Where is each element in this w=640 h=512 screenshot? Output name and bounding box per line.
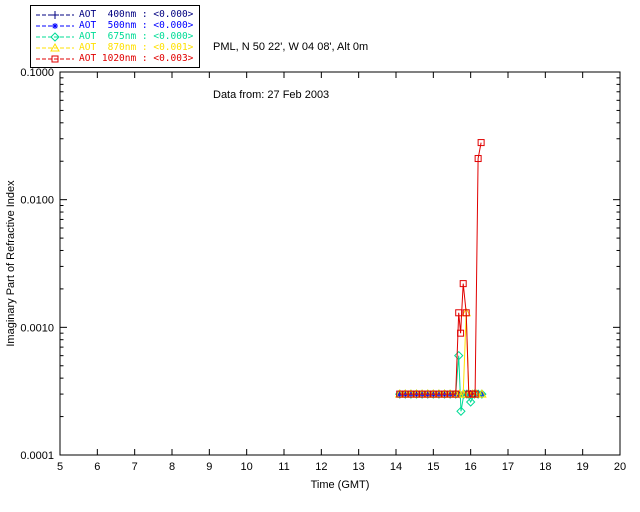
x-axis-label: Time (GMT) [311,479,370,491]
x-tick-label: 5 [57,461,63,473]
x-tick-label: 13 [353,461,365,473]
y-tick-label: 0.1000 [20,67,54,79]
y-tick-label: 0.0100 [20,195,54,207]
x-tick-label: 6 [94,461,100,473]
y-axis-label: Imaginary Part of Refractive Index [5,180,17,347]
x-tick-label: 18 [539,461,551,473]
series-aot-675nm [395,350,487,416]
series-aot-1020nm [396,139,485,398]
x-tick-label: 10 [241,461,253,473]
x-tick-label: 8 [169,461,175,473]
x-tick-label: 15 [427,461,439,473]
legend-entry: AOT 675nm : <0.000> [35,31,193,42]
x-tick-label: 19 [577,461,589,473]
x-tick-label: 14 [390,461,402,473]
x-axis: 5 6 7 8 9 10 11 12 13 14 15 16 17 18 19 20 [57,72,626,473]
x-tick-label: 17 [502,461,514,473]
legend-box: AOT 400nm : <0.000> AOT 500nm : <0.000> AO… [30,5,201,68]
legend-label: AOT 675nm : <0.000> [79,31,194,42]
x-tick-label: 20 [614,461,626,473]
legend-line-sample [36,55,74,62]
legend-label: AOT 870nm : <0.001> [79,42,194,53]
legend-line-sample [36,31,74,42]
series-aot-870nm [394,307,487,398]
legend-entry: AOT 500nm : <0.000> [35,20,193,31]
x-tick-label: 9 [206,461,212,473]
y-tick-label: 0.0010 [20,322,54,334]
x-tick-label: 12 [315,461,327,473]
x-tick-label: 7 [132,461,138,473]
legend-entry: AOT 400nm : <0.000> [35,9,193,20]
legend-line-sample [36,22,74,29]
y-tick-label: 0.0001 [20,450,54,462]
station-info: PML, N 50 22', W 04 08', Alt 0m Data fro… [213,7,368,135]
plot-frame [59,71,621,456]
data-date-text: Data from: 27 Feb 2003 [213,89,330,101]
y-axis: 0.1000 0.0100 0.0010 0.0001 [20,67,620,462]
legend-label: AOT 500nm : <0.000> [79,20,194,31]
x-tick-label: 16 [465,461,477,473]
legend-label: AOT 400nm : <0.000> [79,9,194,20]
legend-line-sample [36,42,74,51]
x-tick-label: 11 [278,461,289,473]
legend-entry: AOT 870nm : <0.001> [35,42,193,53]
station-location-text: PML, N 50 22', W 04 08', Alt 0m [213,41,369,53]
legend-label: AOT 1020nm : <0.003> [79,53,194,64]
legend-line-sample [36,10,74,19]
legend-entry: AOT 1020nm : <0.003> [35,53,193,64]
